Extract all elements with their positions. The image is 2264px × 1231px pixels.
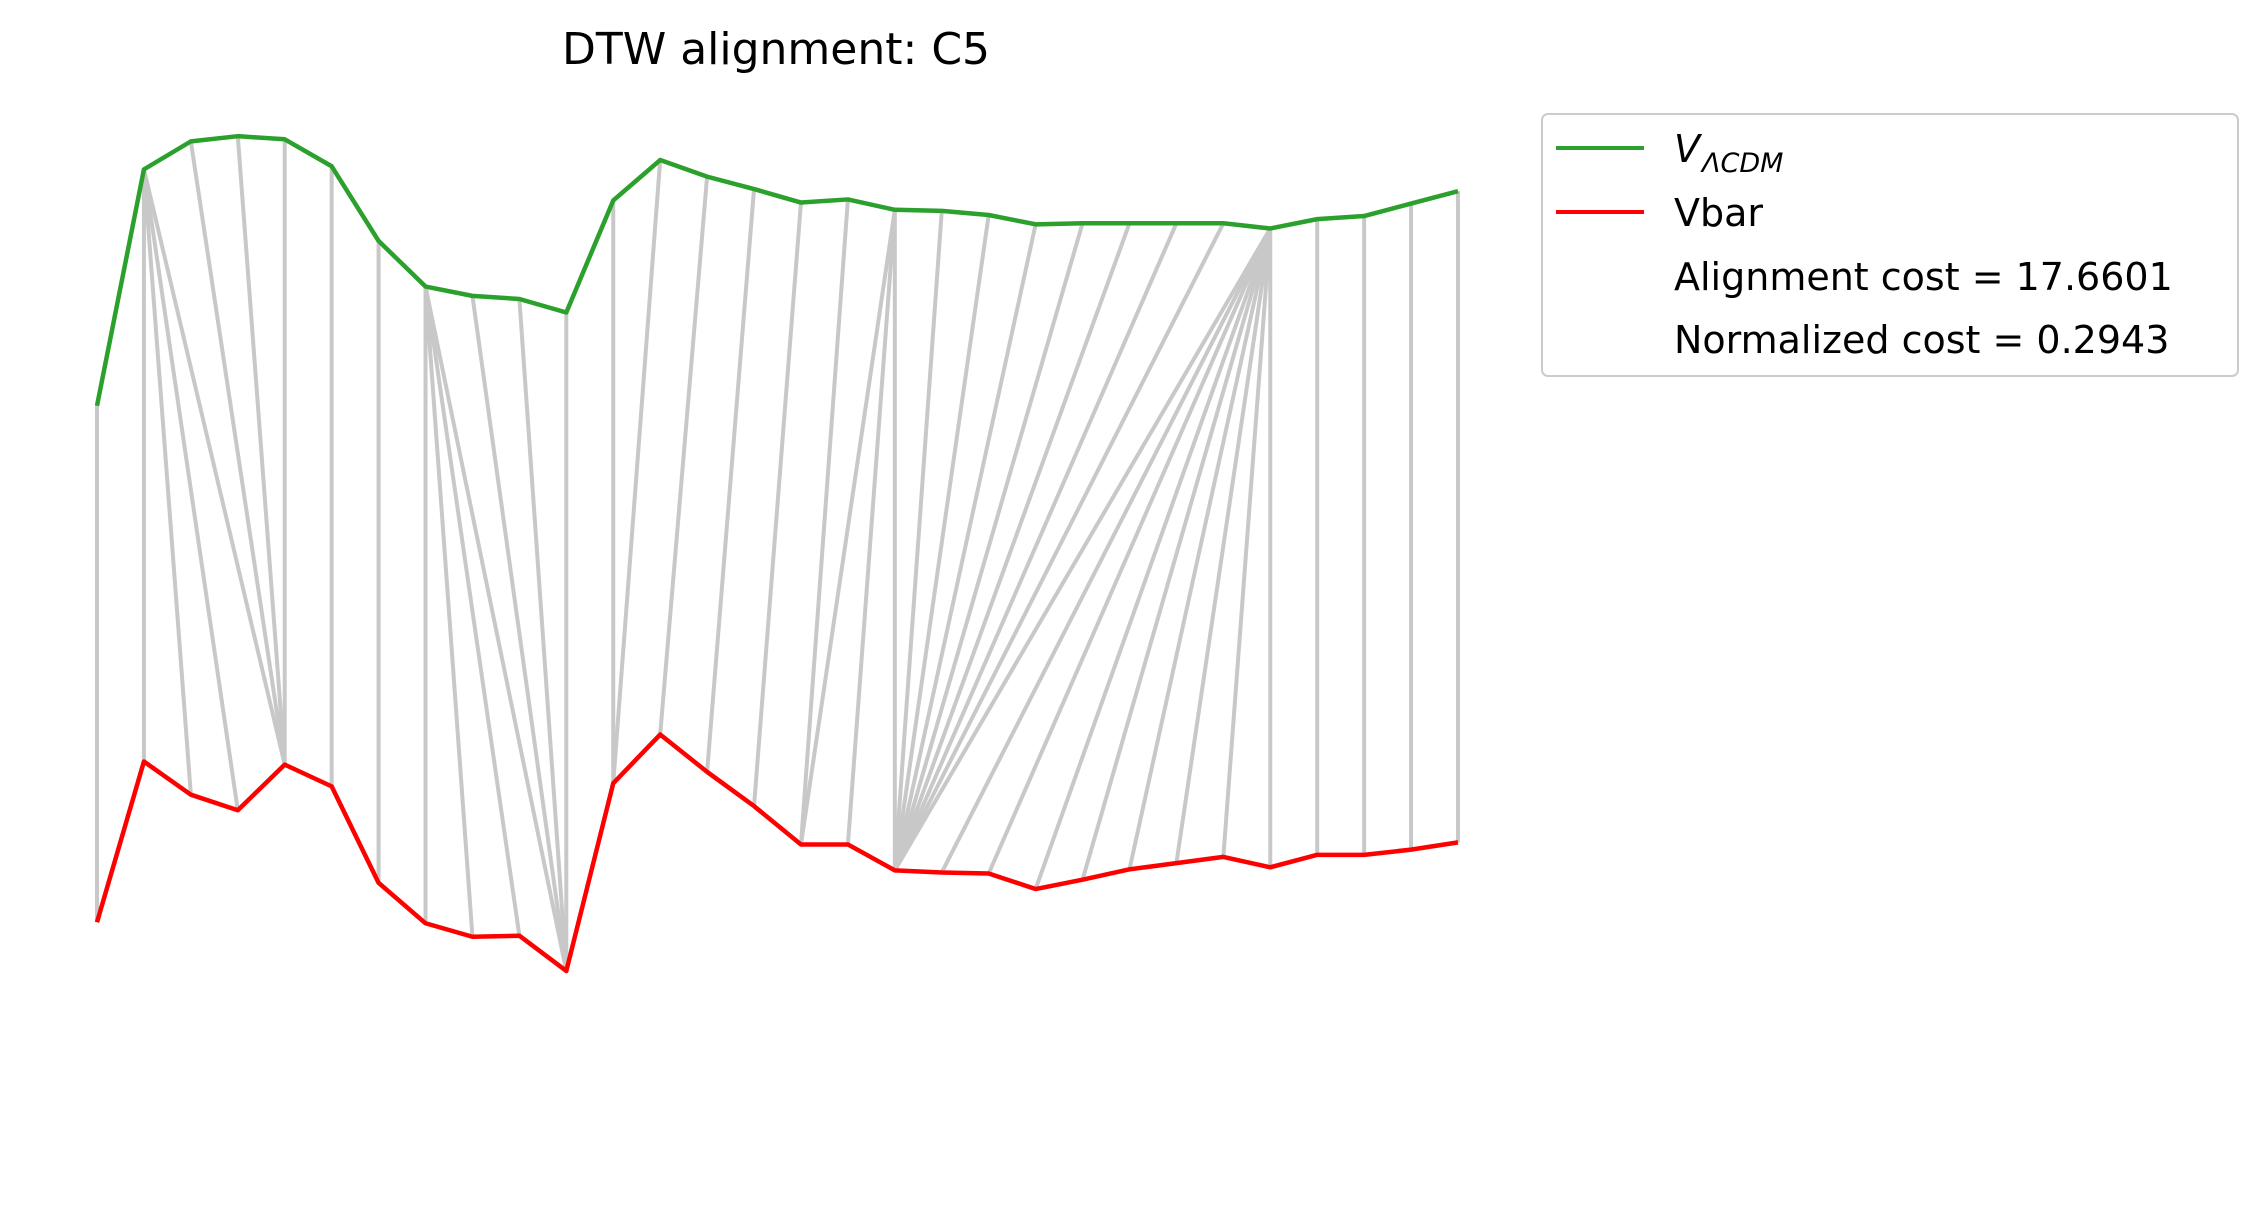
- alignment-line-13: [423, 286, 569, 972]
- alignment-line-36: [1033, 227, 1273, 890]
- alignment-line-2: [141, 169, 193, 795]
- alignment-line-39: [1174, 228, 1273, 864]
- alignment-line-11: [423, 286, 475, 937]
- alignment-line-32: [893, 222, 1226, 872]
- legend-frame: [1541, 113, 2239, 377]
- alignment-line-29: [892, 222, 1085, 871]
- alignment-line-38: [1127, 228, 1273, 870]
- alignment-line-12: [423, 286, 522, 936]
- alignment-line-5: [188, 141, 287, 765]
- alignment-line-14: [470, 295, 569, 972]
- alignment-line-35: [986, 227, 1273, 875]
- alignment-line-31: [892, 222, 1179, 872]
- alignment-line-30: [892, 222, 1132, 872]
- series-line-vbar: [94, 732, 1459, 974]
- legend-normalized-cost: Normalized cost = 0.2943: [1674, 318, 2169, 362]
- alignment-line-3: [141, 169, 240, 811]
- alignment-line-26: [892, 210, 944, 871]
- chart-title: DTW alignment: C5: [562, 24, 990, 75]
- legend: VΛCDM Vbar Alignment cost = 17.6601 Norm…: [1541, 113, 2239, 377]
- legend-label-vlcdm-subscript: ΛCDM: [1700, 148, 1783, 179]
- alignment-line-4: [141, 168, 287, 766]
- alignment-line-19: [658, 176, 710, 735]
- alignment-line-20: [705, 188, 757, 773]
- plot-area: [94, 133, 1460, 974]
- alignment-line-37: [1080, 227, 1273, 881]
- alignment-line-40: [1221, 228, 1273, 858]
- alignment-line-22: [798, 199, 850, 845]
- alignment-line-15: [517, 298, 569, 972]
- alignment-line-23: [798, 209, 897, 845]
- alignment-line-33: [893, 227, 1273, 872]
- alignment-line-6: [235, 136, 287, 765]
- legend-label-vlcdm-main: V: [1674, 127, 1703, 171]
- alignment-lines: [95, 136, 1460, 972]
- series-line-vlcdm: [94, 133, 1459, 407]
- alignment-line-21: [752, 202, 803, 807]
- alignment-line-24: [845, 209, 897, 845]
- legend-label-vbar: Vbar: [1674, 191, 1763, 235]
- alignment-line-34: [939, 227, 1273, 874]
- series-lines: [94, 133, 1459, 974]
- alignment-line-18: [611, 159, 663, 784]
- alignment-line-28: [892, 223, 1038, 871]
- legend-label-vlcdm: VΛCDM: [1674, 127, 1783, 179]
- legend-alignment-cost: Alignment cost = 17.6601: [1674, 255, 2173, 299]
- alignment-line-27: [892, 214, 991, 871]
